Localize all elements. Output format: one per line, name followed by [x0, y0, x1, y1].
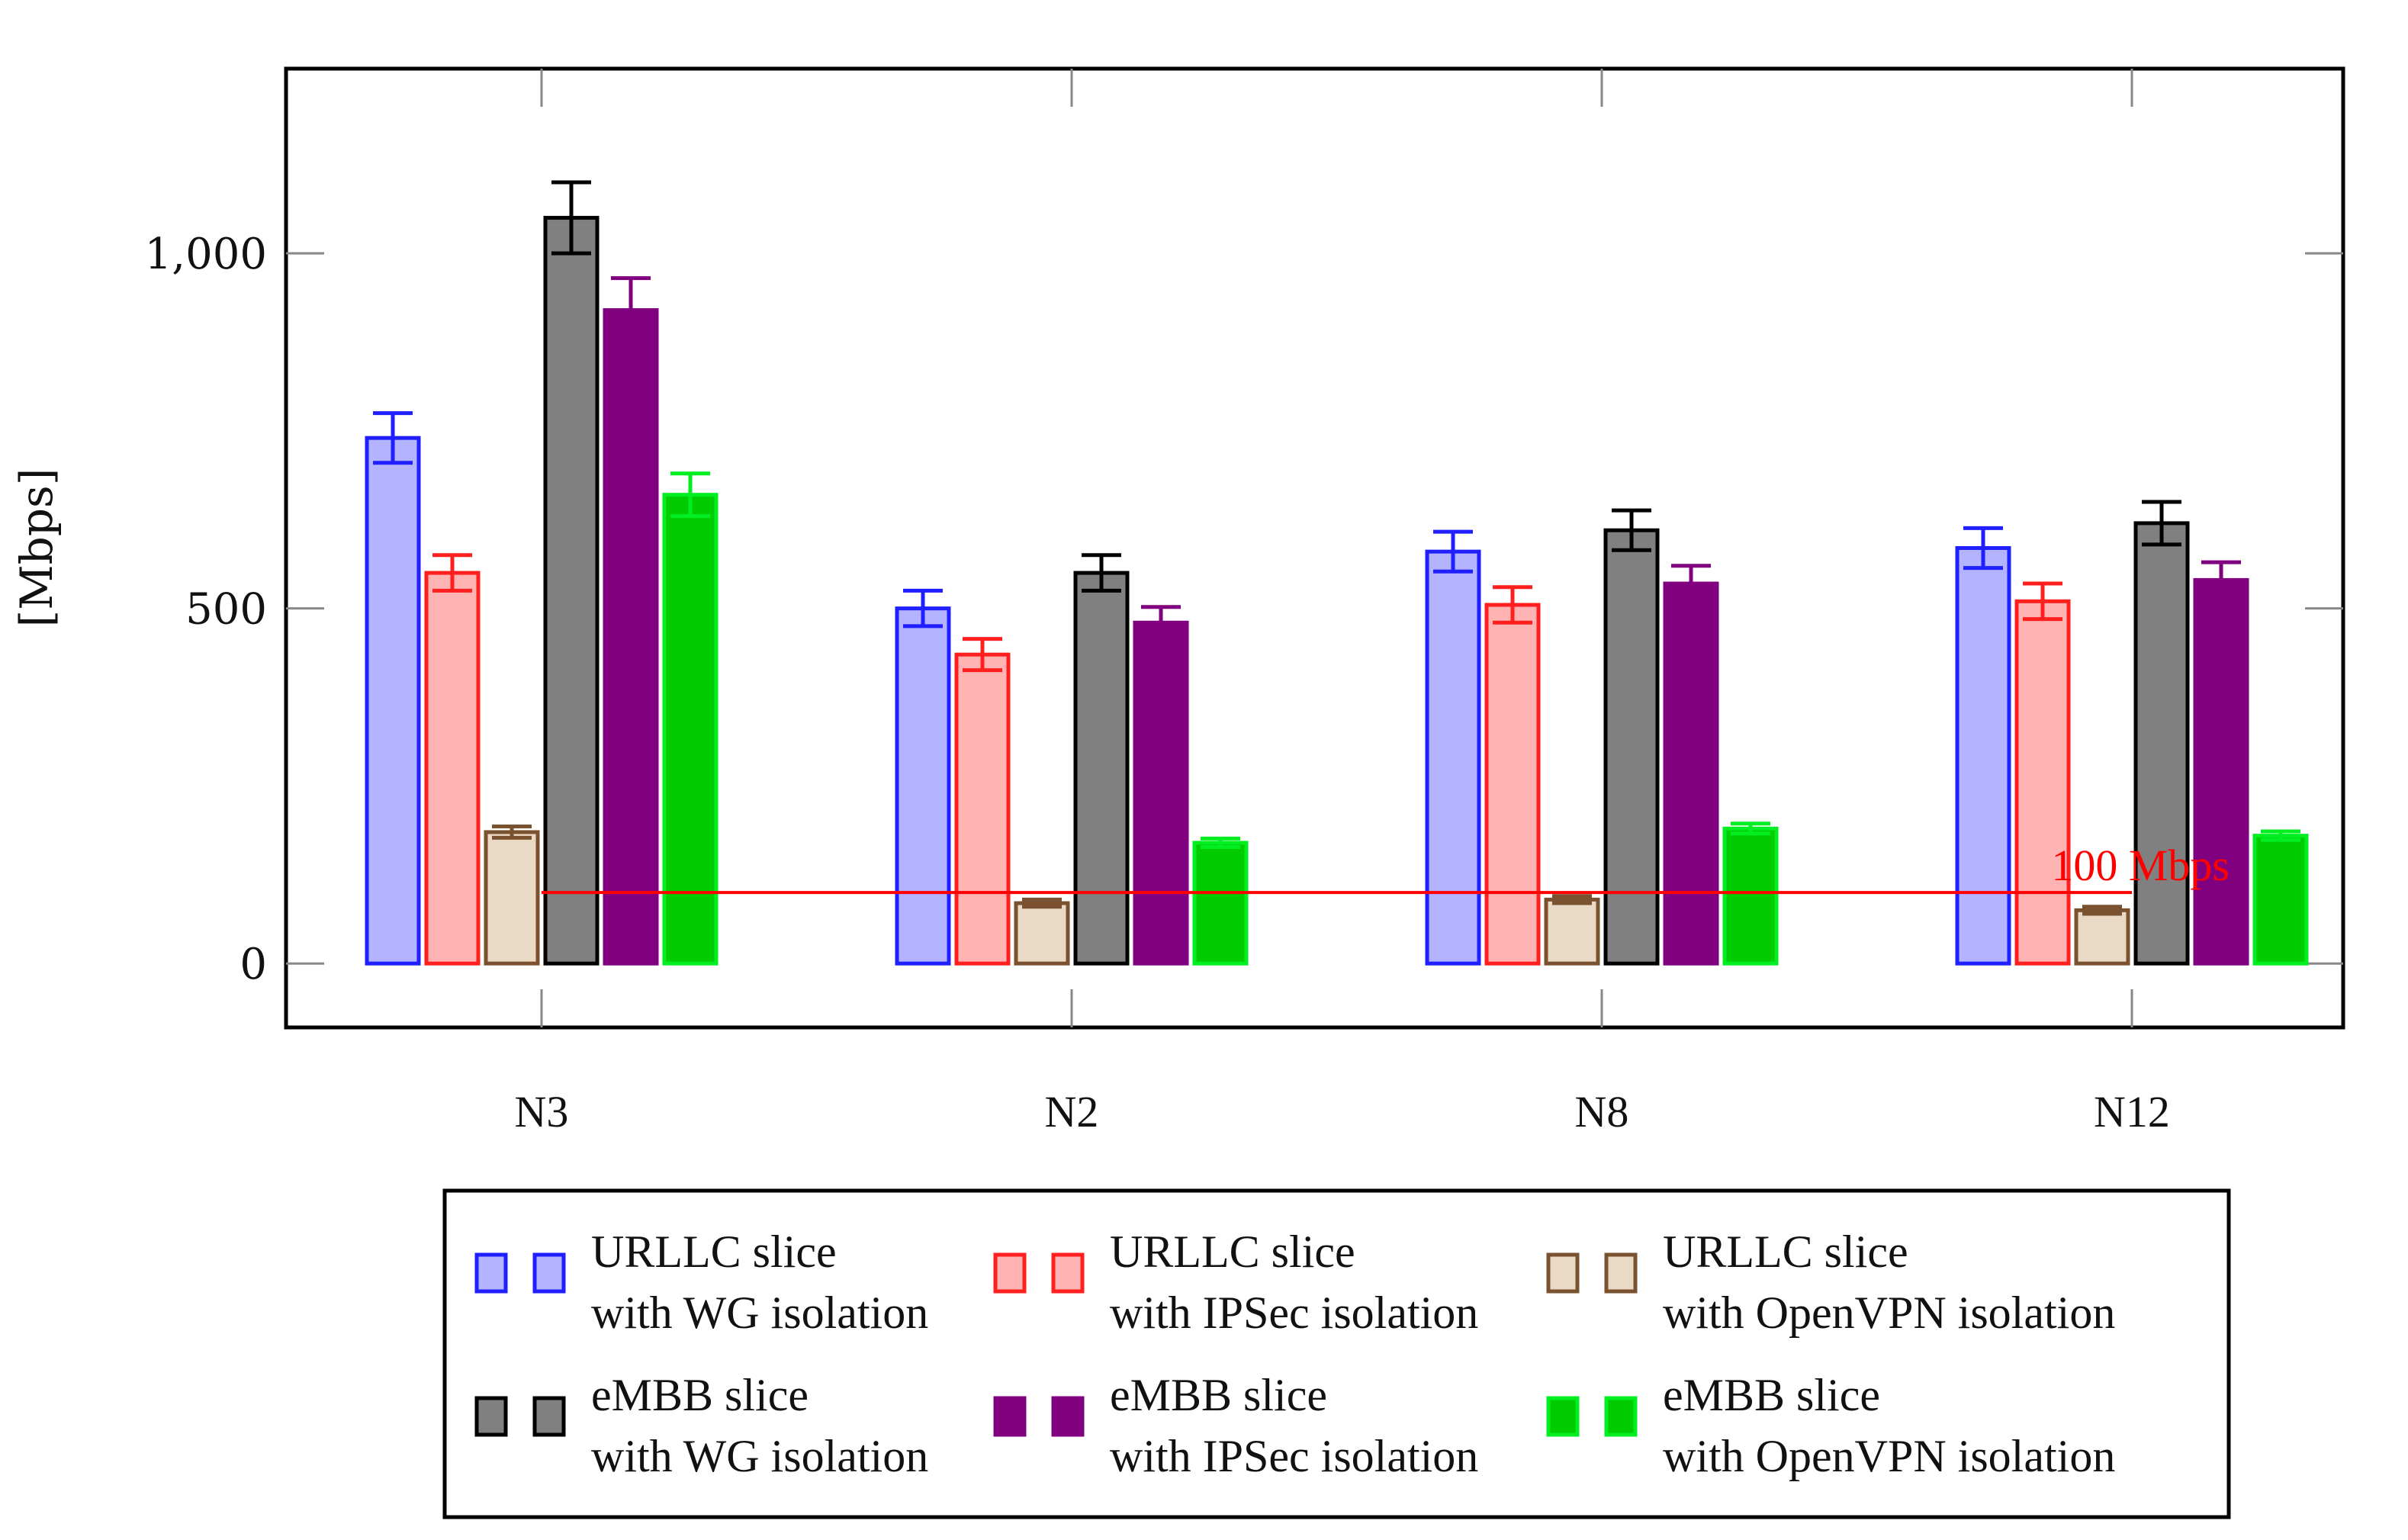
bar-n2-series-4: [1073, 571, 1130, 966]
legend-label-1-line-2: with WG isolation: [591, 1288, 928, 1338]
error-bar-n8-series-2: [1493, 585, 1532, 625]
error-bar-n2-series-5: [1141, 605, 1181, 641]
legend-label-6-line-1: eMBB slice: [1663, 1370, 1880, 1420]
legend-label-2-line-1: URLLC slice: [1110, 1227, 1355, 1277]
y-tick-label-0: 0: [240, 940, 267, 989]
error-bar-n8-series-1: [1433, 529, 1473, 574]
bar-n12-series-4: [2133, 521, 2190, 966]
bar-n3-series-6: [662, 493, 719, 966]
error-bar-n12-series-4: [2142, 500, 2181, 547]
legend-swatch-2-2: [1051, 1252, 1085, 1294]
legend-label-1-line-1: URLLC slice: [591, 1227, 837, 1277]
legend-swatch-1-1: [474, 1252, 508, 1294]
error-bar-n3-series-5: [611, 276, 651, 344]
legend-label-3-line-1: URLLC slice: [1663, 1227, 1908, 1277]
error-bar-n2-series-3: [1022, 897, 1062, 909]
bar-n2-series-5: [1133, 620, 1189, 966]
legend-label-3-line-2: with OpenVPN isolation: [1663, 1288, 2115, 1338]
legend-label-6-line-2: with OpenVPN isolation: [1663, 1431, 2115, 1481]
bars: [365, 180, 2309, 966]
bar-n8-series-6: [1722, 826, 1779, 966]
bar-n2-series-1: [895, 606, 951, 966]
bar-n12-series-2: [2014, 599, 2071, 966]
legend-swatch-6-1: [1546, 1396, 1580, 1437]
x-label-n8: N8: [1575, 1087, 1629, 1137]
error-bar-n3-series-1: [373, 411, 413, 465]
bar-n2-series-3: [1014, 901, 1070, 966]
bar-n12-series-3: [2074, 908, 2130, 966]
legend-swatch-5-2: [1051, 1396, 1085, 1437]
error-bar-n12-series-3: [2082, 905, 2122, 916]
bar-n12-series-5: [2193, 577, 2249, 966]
bar-n12-series-1: [1955, 546, 2011, 966]
reference-line-label: 100 Mbps: [2051, 841, 2230, 890]
error-bar-n8-series-5: [1671, 564, 1711, 603]
legend-label-5-line-1: eMBB slice: [1110, 1370, 1327, 1420]
bar-n3-series-4: [543, 216, 600, 966]
legend-label-4-line-2: with WG isolation: [591, 1431, 928, 1481]
error-bar-n3-series-6: [670, 471, 710, 519]
bar-n8-series-2: [1484, 603, 1541, 966]
y-tick-label-1: 500: [185, 585, 267, 635]
legend-box: [442, 1188, 2231, 1519]
y-tick-label-2: 1,000: [145, 230, 267, 279]
error-bar-n3-series-4: [551, 180, 591, 256]
legend-swatch-5-1: [993, 1396, 1027, 1437]
error-bar-n12-series-1: [1963, 526, 2003, 571]
x-category-labels: N3 N2 N8 N12: [515, 1087, 2170, 1137]
legend-label-5-line-2: with IPSec isolation: [1110, 1431, 1478, 1481]
legend-swatch-4-1: [474, 1396, 508, 1437]
legend-label-2-line-2: with IPSec isolation: [1110, 1288, 1478, 1338]
bar-n8-series-3: [1544, 897, 1600, 966]
error-bar-n12-series-2: [2023, 581, 2062, 622]
bar-n2-series-2: [954, 652, 1011, 966]
error-bar-n3-series-2: [432, 553, 472, 593]
bar-n8-series-1: [1425, 549, 1481, 966]
bar-n3-series-1: [365, 436, 421, 966]
error-bar-n8-series-4: [1612, 508, 1651, 552]
error-bar-n2-series-6: [1201, 836, 1240, 849]
error-bar-n12-series-6: [2261, 829, 2300, 842]
y-tick-labels: 0 500 1,000: [145, 230, 267, 989]
bar-n3-series-3: [484, 830, 540, 966]
error-bar-n2-series-2: [963, 637, 1002, 673]
reference-line-group: 100 Mbps: [542, 841, 2230, 895]
legend-swatch-2-1: [993, 1252, 1027, 1294]
bar-n3-series-2: [424, 571, 481, 966]
plot-frame: [284, 66, 2345, 1030]
legend-label-4-line-1: eMBB slice: [591, 1370, 809, 1420]
legend-swatch-3-1: [1546, 1252, 1580, 1294]
bar-n12-series-6: [2252, 834, 2309, 966]
axis-ticks: [286, 69, 2343, 1027]
x-label-n12: N12: [2094, 1087, 2170, 1137]
error-bar-n12-series-5: [2201, 560, 2241, 600]
x-label-n3: N3: [515, 1087, 569, 1137]
error-bar-n2-series-4: [1082, 553, 1121, 593]
bar-n8-series-5: [1663, 581, 1719, 966]
y-axis-label: [Mbps]: [11, 468, 63, 628]
error-bar-n3-series-3: [492, 824, 532, 840]
error-bar-n2-series-1: [903, 588, 943, 629]
bar-n3-series-5: [603, 308, 659, 966]
x-label-n2: N2: [1045, 1087, 1099, 1137]
legend-swatch-6-2: [1604, 1396, 1638, 1437]
legend-swatch-3-2: [1604, 1252, 1638, 1294]
error-bar-n8-series-3: [1552, 894, 1592, 905]
bar-n2-series-6: [1192, 841, 1249, 966]
legend-swatch-1-2: [532, 1252, 566, 1294]
error-bar-n8-series-6: [1731, 821, 1770, 836]
bar-n8-series-4: [1603, 528, 1660, 966]
legend-swatch-4-2: [532, 1396, 566, 1437]
legend: URLLC slice with WG isolation URLLC slice w…: [474, 1227, 2115, 1481]
